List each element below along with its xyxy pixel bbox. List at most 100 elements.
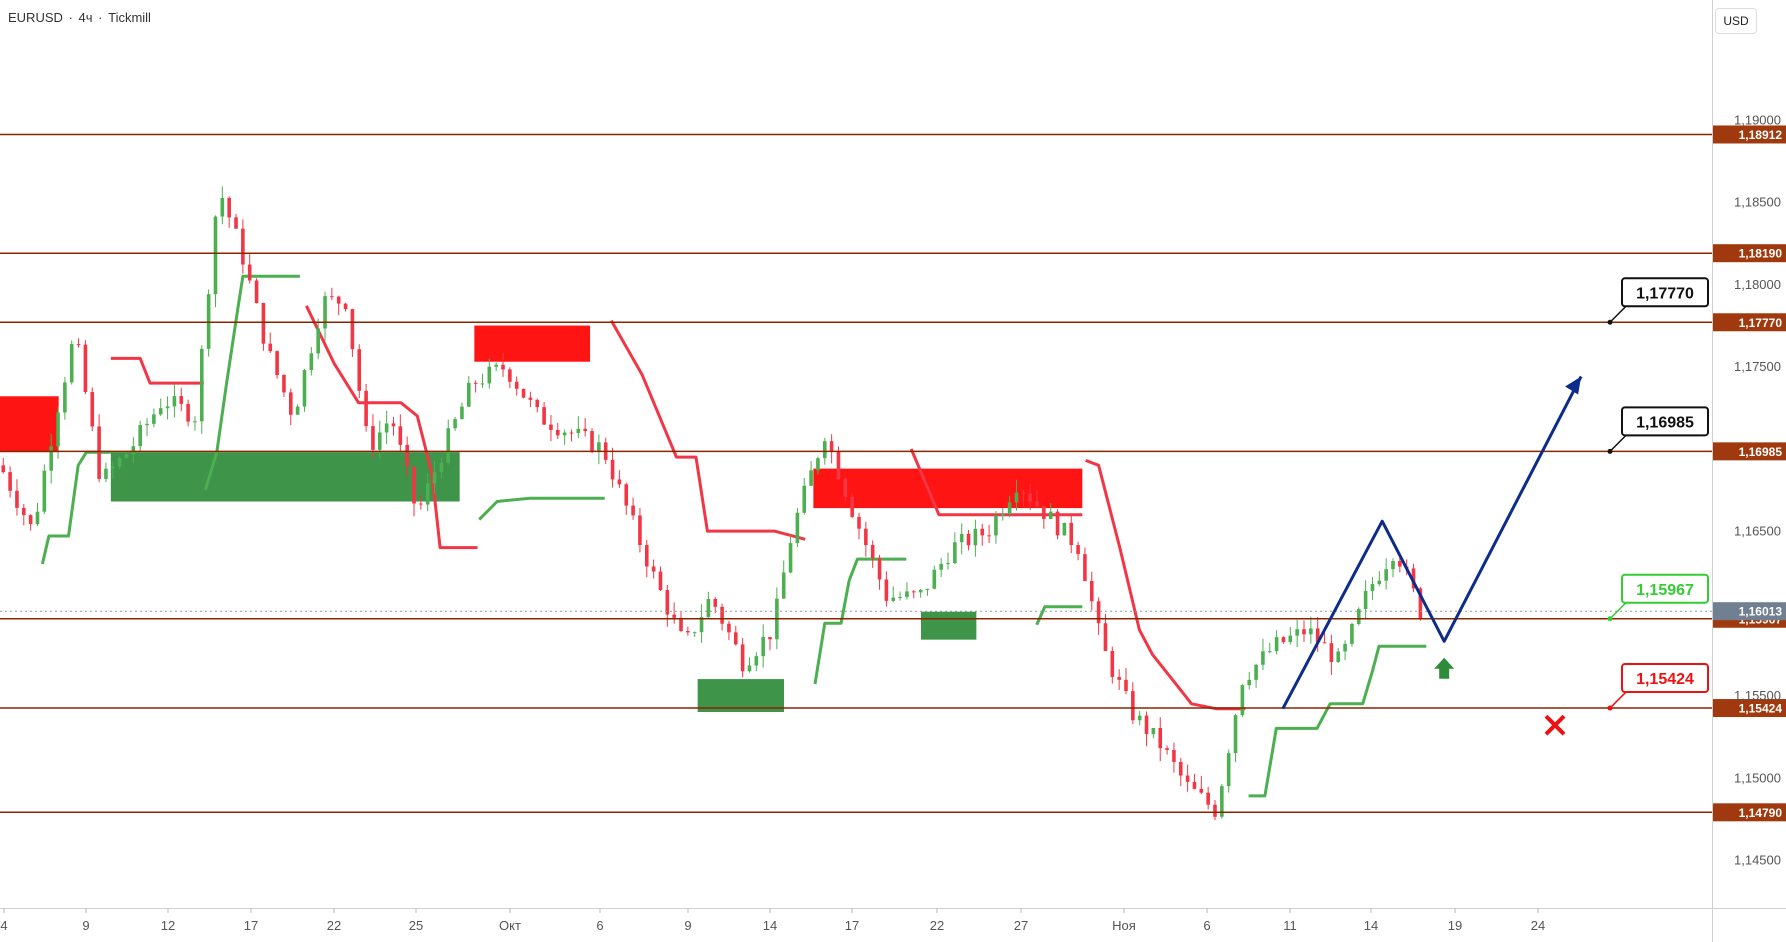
current-price-label: 1,16013 bbox=[1739, 605, 1783, 619]
candle-body bbox=[364, 390, 368, 427]
forecast-path bbox=[1281, 375, 1583, 710]
candle-body bbox=[97, 426, 101, 479]
forecast-arrowhead bbox=[1565, 376, 1582, 395]
candle-body bbox=[1261, 651, 1265, 665]
candle-body bbox=[1055, 511, 1060, 536]
candle-body bbox=[576, 428, 581, 434]
candle-body bbox=[398, 426, 403, 445]
candle-body bbox=[1137, 715, 1142, 721]
candle-body bbox=[857, 516, 861, 529]
candle-body bbox=[446, 428, 451, 463]
candle-body bbox=[1370, 584, 1375, 591]
candle-body bbox=[508, 369, 512, 382]
candle-body bbox=[1069, 522, 1074, 546]
candle-body bbox=[268, 343, 273, 352]
candle-body bbox=[521, 388, 526, 398]
candle-body bbox=[213, 216, 218, 295]
candle-body bbox=[453, 419, 457, 429]
level-badge-2 bbox=[1713, 313, 1786, 332]
candle-body bbox=[295, 406, 300, 415]
candle-body bbox=[905, 591, 909, 597]
callout-label-1: 1,16985 bbox=[1636, 414, 1694, 431]
supertrend-bear-line-2 bbox=[609, 319, 806, 541]
demand-zone-3 bbox=[110, 452, 460, 502]
currency-button[interactable]: USD bbox=[1715, 8, 1757, 34]
candle-body bbox=[884, 579, 889, 601]
candle-body bbox=[316, 328, 320, 354]
candle-body bbox=[158, 408, 163, 415]
candle-body bbox=[1151, 727, 1156, 735]
candle-body bbox=[357, 349, 362, 391]
timeframe-label: 4ч bbox=[78, 10, 93, 25]
candle-body bbox=[138, 425, 142, 447]
candle-body bbox=[1062, 522, 1067, 536]
candle-body bbox=[261, 302, 266, 344]
candle-body bbox=[1233, 715, 1238, 754]
candle-body bbox=[809, 470, 813, 486]
header-separator-1: · bbox=[68, 10, 73, 25]
candle-body bbox=[624, 484, 629, 506]
candle-body bbox=[816, 458, 820, 471]
current-price-badge bbox=[1713, 602, 1786, 621]
candle-body bbox=[172, 396, 177, 407]
candle-body bbox=[439, 462, 444, 473]
candle-body bbox=[350, 309, 355, 350]
level-badge-5 bbox=[1713, 699, 1786, 718]
candle-body bbox=[870, 545, 875, 559]
candle-body bbox=[822, 441, 827, 459]
y-tick-label-1: 1,15000 bbox=[1734, 770, 1781, 785]
candle-body bbox=[754, 656, 759, 666]
candle-body bbox=[1158, 727, 1163, 749]
callout-box-3 bbox=[1621, 663, 1709, 694]
level-badge-0 bbox=[1713, 125, 1786, 144]
candle-body bbox=[69, 344, 74, 383]
candle-body bbox=[638, 515, 642, 546]
candle-body bbox=[1096, 601, 1101, 624]
candle-body bbox=[323, 296, 327, 329]
candle-body bbox=[1007, 502, 1012, 514]
candle-body bbox=[473, 382, 478, 384]
candle-body bbox=[829, 441, 834, 451]
callout-anchor-dot-0 bbox=[1607, 319, 1613, 325]
entry-arrow-icon bbox=[1434, 657, 1455, 679]
candle-body bbox=[179, 396, 184, 404]
candle-body bbox=[877, 558, 882, 580]
candle-body bbox=[911, 591, 916, 593]
supertrend-bull-line-2 bbox=[478, 496, 605, 521]
supertrend-bull-line-5 bbox=[1248, 644, 1427, 798]
callout-box-0 bbox=[1621, 277, 1709, 308]
x-tick-label-5: 25 bbox=[409, 918, 423, 933]
level-badge-6 bbox=[1713, 803, 1786, 822]
candle-body bbox=[672, 614, 676, 618]
symbol-header: EURUSD · 4ч · Tickmill bbox=[8, 10, 153, 25]
x-tick-label-0: 4 bbox=[0, 918, 7, 933]
candle-body bbox=[405, 444, 409, 467]
x-tick-label-12: 27 bbox=[1014, 918, 1028, 933]
candle-body bbox=[590, 431, 594, 452]
callout-label-2: 1,15967 bbox=[1636, 582, 1694, 599]
y-tick-label-0: 1,14500 bbox=[1734, 853, 1781, 868]
candle-body bbox=[925, 588, 930, 590]
candle-body bbox=[1192, 781, 1197, 789]
candle-body bbox=[8, 472, 12, 491]
candle-body bbox=[487, 366, 492, 384]
candle-body bbox=[1220, 786, 1224, 817]
x-tick-label-15: 11 bbox=[1283, 918, 1297, 933]
x-tick-label-10: 17 bbox=[845, 918, 859, 933]
candle-body bbox=[432, 472, 437, 484]
candle-body bbox=[692, 632, 697, 634]
supply-zone-1 bbox=[474, 325, 591, 362]
candle-body bbox=[514, 381, 519, 389]
candle-body bbox=[651, 566, 656, 572]
x-tick-label-17: 19 bbox=[1448, 918, 1462, 933]
candle-body bbox=[781, 572, 786, 599]
candle-body bbox=[1172, 750, 1176, 762]
candle-body bbox=[1178, 761, 1183, 776]
candle-body bbox=[1028, 493, 1032, 502]
candle-body bbox=[412, 466, 416, 504]
demand-zone-4 bbox=[697, 679, 785, 712]
candle-body bbox=[343, 303, 348, 310]
y-tick-label-4: 1,17500 bbox=[1734, 359, 1781, 374]
